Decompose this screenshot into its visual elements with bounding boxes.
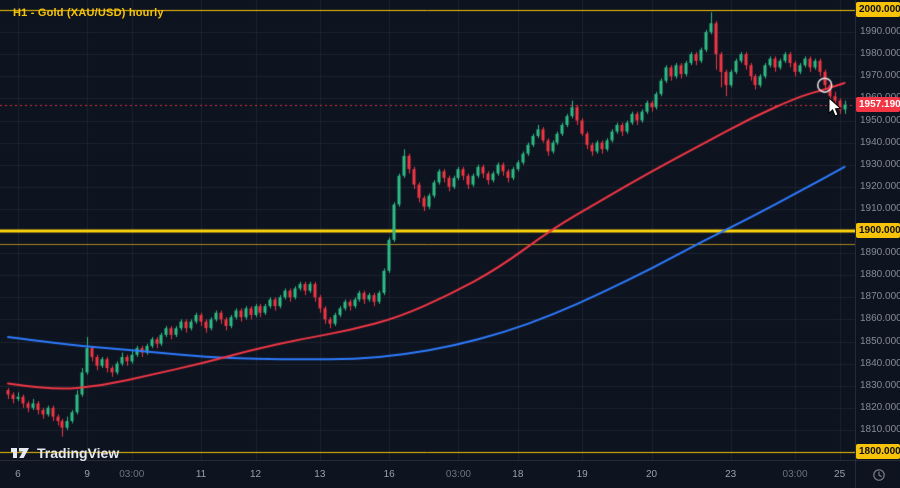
time-tick-label: 20: [645, 469, 658, 480]
price-tick-label: 1830.000: [860, 379, 900, 391]
price-tick-label: 1890.000: [860, 247, 900, 259]
time-tick-label: 23: [725, 469, 737, 480]
price-tick-label: 1970.000: [860, 70, 900, 82]
last-price-badge: 1957.190: [856, 96, 900, 112]
time-tick-label: 03:00: [445, 469, 471, 480]
tradingview-logo-icon: [11, 448, 29, 458]
time-tick-label: 16: [383, 469, 395, 480]
price-tick-label: 1850.000: [860, 335, 900, 347]
price-level-badge: 1800.000: [856, 444, 900, 459]
price-tick-label: 1910.000: [860, 202, 900, 214]
time-tick-label: 11: [195, 469, 207, 480]
price-tick-label: 1980.000: [860, 48, 900, 60]
time-tick-label: 9: [84, 469, 90, 480]
time-tick-label: 13: [314, 469, 326, 480]
tradingview-wordmark: TradingView: [37, 445, 120, 461]
tradingview-watermark[interactable]: TradingView: [10, 444, 119, 462]
price-tick-label: 1930.000: [860, 158, 900, 170]
price-tick-label: 1990.000: [860, 26, 900, 38]
time-tick-label: 12: [249, 469, 262, 480]
price-tick-label: 1880.000: [860, 269, 900, 281]
axis-corner: [855, 460, 900, 488]
price-tick-label: 1810.000: [860, 423, 900, 435]
chart-title: H1 - Gold (XAU/USD) hourly: [13, 7, 164, 19]
time-tick-label: 03:00: [119, 469, 145, 480]
price-level-badge: 1900.000: [856, 223, 900, 238]
price-tick-label: 1870.000: [860, 291, 900, 303]
time-tick-label: 19: [576, 469, 588, 480]
price-level-badge: 2000.000: [856, 2, 900, 17]
price-axis[interactable]: 1990.0001980.0001970.0001960.0001950.000…: [855, 0, 900, 460]
time-tick-label: 6: [15, 469, 21, 480]
timezone-clock-icon[interactable]: [872, 468, 886, 482]
time-axis[interactable]: 6 9 03:00 11 12 13 16 03:00 18 19 20 23 03:00 25: [0, 460, 855, 488]
price-chart[interactable]: [0, 0, 855, 460]
time-tick-label: 18: [512, 469, 524, 480]
price-tick-label: 1940.000: [860, 136, 900, 148]
price-tick-label: 1820.000: [860, 401, 900, 413]
price-tick-label: 1920.000: [860, 180, 900, 192]
price-tick-label: 1840.000: [860, 357, 900, 369]
price-tick-label: 1950.000: [860, 114, 900, 126]
time-tick-label: 25: [834, 469, 846, 480]
price-tick-label: 1860.000: [860, 313, 900, 325]
time-tick-label: 03:00: [782, 469, 808, 480]
